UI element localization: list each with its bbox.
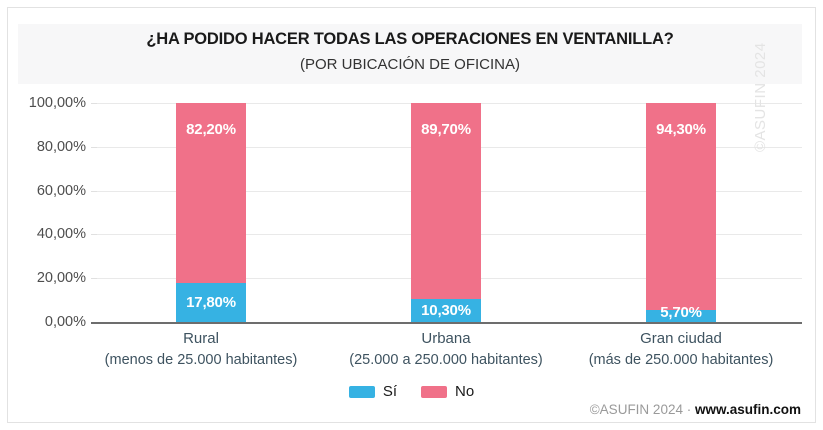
legend-label-no: No bbox=[455, 383, 475, 400]
footer: ©ASUFIN 2024 · www.asufin.com bbox=[590, 402, 801, 417]
title-band: ¿HA PODIDO HACER TODAS LAS OPERACIONES E… bbox=[18, 24, 802, 84]
footer-url[interactable]: www.asufin.com bbox=[694, 402, 801, 417]
y-axis-labels: 0,00% 20,00% 40,00% 60,00% 80,00% 100,00… bbox=[0, 95, 86, 330]
x-axis-line bbox=[91, 322, 802, 324]
category-sublabel-urbana: (25.000 a 250.000 habitantes) bbox=[349, 351, 543, 368]
y-tick-label-40: 40,00% bbox=[36, 226, 86, 243]
legend-item-si[interactable]: Sí bbox=[348, 383, 397, 400]
category-sublabel-rural: (menos de 25.000 habitantes) bbox=[104, 351, 298, 368]
y-tick-mark-80 bbox=[91, 146, 97, 148]
footer-copyright: ©ASUFIN 2024 · bbox=[589, 402, 695, 417]
bar-label-no-rural: 82,20% bbox=[186, 121, 236, 139]
plot-area: 82,20% 17,80% 89,70% 10,30% 94,30% 5,70% bbox=[91, 103, 802, 324]
bar-group-rural[interactable]: 82,20% 17,80% bbox=[176, 103, 246, 322]
bar-label-no-urbana: 89,70% bbox=[421, 121, 471, 139]
bar-group-gran-ciudad[interactable]: 94,30% 5,70% bbox=[646, 103, 716, 322]
bar-group-urbana[interactable]: 89,70% 10,30% bbox=[411, 103, 481, 322]
bar-label-si-urbana: 10,30% bbox=[421, 302, 471, 320]
category-sublabel-gran-ciudad: (más de 250.000 habitantes) bbox=[588, 351, 774, 368]
bar-label-si-rural: 17,80% bbox=[186, 294, 236, 312]
bar-segment-si-rural[interactable]: 17,80% bbox=[176, 283, 246, 322]
category-label-rural: Rural (menos de 25.000 habitantes) bbox=[72, 328, 330, 371]
bar-label-si-gran-ciudad: 5,70% bbox=[660, 304, 702, 321]
category-label-urbana: Urbana (25.000 a 250.000 habitantes) bbox=[317, 328, 575, 371]
bar-label-no-gran-ciudad: 94,30% bbox=[656, 121, 706, 139]
y-tick-mark-40 bbox=[91, 234, 97, 236]
y-tick-label-100: 100,00% bbox=[28, 95, 86, 111]
bar-segment-no-urbana[interactable]: 89,70% bbox=[411, 103, 481, 300]
bar-segment-no-rural[interactable]: 82,20% bbox=[176, 103, 246, 284]
legend-label-si: Sí bbox=[382, 383, 397, 400]
chart-subtitle: (POR UBICACIÓN DE OFICINA) bbox=[299, 56, 520, 73]
y-tick-mark-20 bbox=[91, 278, 97, 280]
y-tick-label-0: 0,00% bbox=[44, 314, 86, 330]
category-name-urbana: Urbana bbox=[421, 330, 471, 347]
y-tick-label-20: 20,00% bbox=[36, 270, 86, 287]
category-name-rural: Rural bbox=[183, 330, 219, 347]
legend-item-no[interactable]: No bbox=[421, 383, 474, 400]
bar-segment-si-gran-ciudad[interactable] bbox=[646, 309, 716, 322]
x-axis-category-labels: Rural (menos de 25.000 habitantes) Urban… bbox=[97, 328, 802, 376]
watermark-vertical: ©ASUFIN 2024 bbox=[752, 42, 769, 152]
chart-legend: Sí No bbox=[0, 383, 823, 400]
bar-segment-no-gran-ciudad[interactable]: 94,30% bbox=[646, 103, 716, 310]
legend-swatch-si-icon bbox=[348, 385, 375, 398]
y-tick-label-80: 80,00% bbox=[36, 138, 86, 155]
chart-title: ¿HA PODIDO HACER TODAS LAS OPERACIONES E… bbox=[146, 30, 674, 48]
y-tick-mark-60 bbox=[91, 190, 97, 192]
bar-segment-si-urbana[interactable]: 10,30% bbox=[411, 299, 481, 322]
category-name-gran-ciudad: Gran ciudad bbox=[640, 330, 722, 347]
y-tick-label-60: 60,00% bbox=[36, 182, 86, 199]
y-tick-mark-100 bbox=[91, 103, 97, 104]
category-label-gran-ciudad: Gran ciudad (más de 250.000 habitantes) bbox=[552, 328, 810, 371]
legend-swatch-no-icon bbox=[421, 385, 447, 398]
